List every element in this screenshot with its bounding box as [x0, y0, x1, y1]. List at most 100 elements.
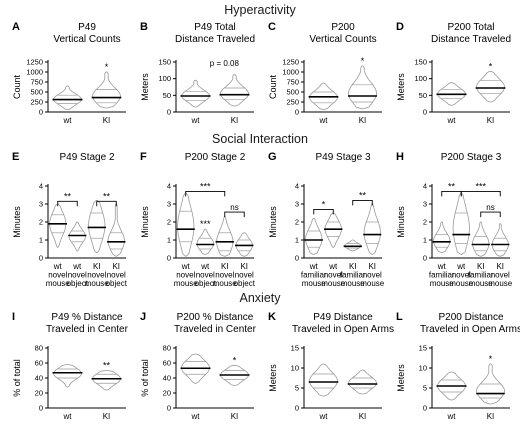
y-tick-label: 5 — [423, 384, 427, 393]
x-category-label: KI — [349, 262, 357, 271]
x-category-label: novel — [324, 271, 343, 280]
significance-bracket — [185, 190, 226, 197]
y-axis-label: % of total — [140, 359, 150, 397]
x-category-label: wt — [72, 262, 82, 271]
y-tick-label: 100 — [414, 74, 427, 83]
section-title-hyperactivity: Hyperactivity — [224, 3, 296, 17]
panel-letter: J — [140, 311, 146, 323]
panel-letter: I — [12, 311, 15, 323]
y-tick-label: 0 — [39, 108, 43, 117]
y-tick-label: 0 — [295, 404, 299, 413]
y-tick-label: 3 — [167, 200, 171, 209]
panel-letter: K — [268, 311, 276, 323]
y-tick-label: 2 — [167, 218, 171, 227]
y-tick-label: 5 — [295, 384, 299, 393]
panel-letter: C — [268, 21, 276, 33]
x-category-label: wt — [63, 116, 73, 125]
violin — [53, 85, 82, 110]
panel-title: P49 Distance — [313, 312, 373, 323]
violin — [235, 232, 253, 257]
section-title-anxiety: Anxiety — [240, 291, 282, 305]
significance-label: * — [105, 62, 109, 72]
x-category-label: KI — [368, 262, 376, 271]
violin — [433, 221, 451, 254]
panel-title: P200 — [331, 22, 355, 33]
panel-title: Vertical Counts — [53, 34, 120, 45]
y-tick-label: 20 — [163, 389, 171, 398]
y-axis-label: Count — [12, 75, 22, 100]
y-tick-label: 500 — [286, 88, 299, 97]
x-category-label: KI — [487, 116, 495, 125]
y-tick-label: 150 — [158, 58, 171, 67]
violin — [305, 217, 323, 255]
panel-title: P49 — [78, 22, 96, 33]
x-category-label: novel — [196, 271, 215, 280]
violin — [309, 363, 338, 397]
x-category-label: wt — [328, 262, 338, 271]
y-tick-label: 3 — [423, 200, 427, 209]
panel-title: P200 % Distance — [177, 312, 254, 323]
x-category-label: wt — [456, 262, 466, 271]
y-axis-label: Count — [268, 75, 278, 100]
x-category-label: KI — [231, 412, 239, 421]
violin — [88, 199, 106, 254]
panel-title: Distance Traveled — [175, 34, 255, 45]
panel-letter: A — [12, 21, 20, 33]
x-category-label: novel — [176, 271, 195, 280]
panel-title: Vertical Counts — [309, 34, 376, 45]
y-tick-label: 3 — [39, 200, 43, 209]
y-tick-label: 2 — [423, 218, 427, 227]
y-tick-label: 1000 — [282, 68, 299, 77]
violin — [196, 228, 214, 255]
significance-bracket — [460, 190, 501, 197]
significance-label: * — [361, 56, 365, 66]
y-axis-label: Meters — [268, 364, 278, 392]
x-category-label: wt — [181, 262, 191, 271]
y-tick-label: 3 — [295, 200, 299, 209]
x-category-label: KI — [240, 262, 248, 271]
x-category-label: mouse — [469, 279, 494, 288]
panel-letter: D — [396, 21, 404, 33]
violin — [68, 221, 86, 252]
significance-bracket — [441, 190, 462, 197]
x-category-label: novel — [68, 271, 87, 280]
x-category-label: mouse — [449, 279, 474, 288]
x-category-label: KI — [359, 412, 367, 421]
violin — [181, 353, 210, 384]
panel-title: P49 Total — [194, 22, 236, 33]
violin — [491, 223, 509, 257]
x-category-label: object — [67, 279, 89, 288]
y-tick-label: 250 — [30, 98, 43, 107]
y-tick-label: 20 — [35, 389, 43, 398]
significance-label: ns — [230, 203, 238, 212]
y-tick-label: 100 — [158, 74, 171, 83]
y-axis-label: Meters — [396, 73, 406, 101]
y-tick-label: 0 — [423, 404, 427, 413]
violin — [309, 82, 338, 110]
y-tick-label: 1000 — [26, 68, 43, 77]
p-value-label: p = 0.08 — [210, 59, 240, 68]
significance-label: *** — [475, 181, 486, 191]
y-tick-label: 15 — [419, 344, 427, 353]
violin — [181, 79, 210, 108]
significance-label: ** — [103, 361, 111, 371]
significance-label: *** — [200, 181, 211, 191]
y-tick-label: 1250 — [26, 58, 43, 67]
violin — [53, 364, 82, 388]
y-tick-label: 0 — [423, 254, 427, 263]
violin — [49, 203, 67, 248]
y-axis-label: Meters — [140, 73, 150, 101]
panel-title: P49 % Distance — [51, 312, 123, 323]
panel-title: Traveled in Center — [174, 324, 257, 335]
significance-label: * — [233, 355, 237, 365]
x-category-label: KI — [231, 116, 239, 125]
y-tick-label: 0 — [295, 108, 299, 117]
y-tick-label: 4 — [295, 182, 299, 191]
violin — [363, 203, 381, 255]
panel-f: F P200 Stage 201234Minuteswtnovelmousewtn… — [140, 151, 256, 288]
y-tick-label: 0 — [423, 108, 427, 117]
